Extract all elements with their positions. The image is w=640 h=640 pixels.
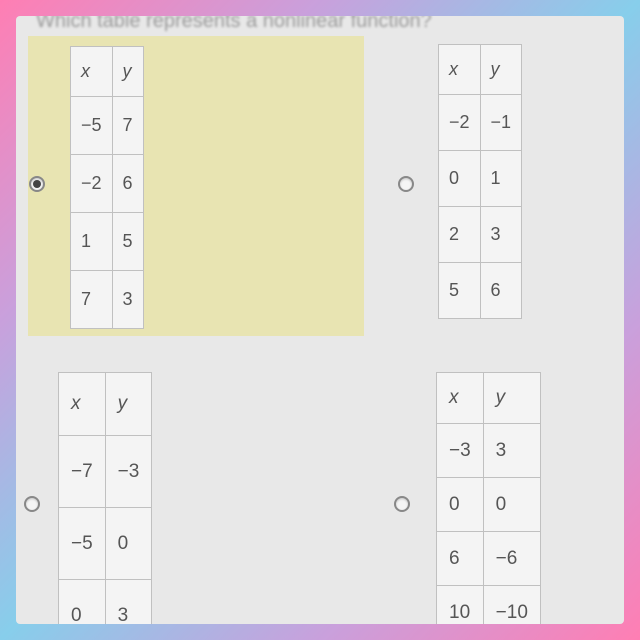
- table-header: x: [439, 45, 481, 95]
- table-cell: −10: [483, 586, 540, 625]
- table-row: 56: [439, 263, 522, 319]
- radio-option-D[interactable]: [394, 496, 410, 512]
- table-header: x: [59, 373, 106, 436]
- table-cell: −5: [59, 508, 106, 580]
- function-table-B: xy−2−1012356: [438, 44, 522, 319]
- table-cell: 3: [480, 207, 522, 263]
- table-row: −7−3: [59, 436, 152, 508]
- radio-option-A[interactable]: [29, 176, 45, 192]
- table-cell: 5: [439, 263, 481, 319]
- table-cell: −2: [439, 95, 481, 151]
- table-cell: 1: [71, 213, 113, 271]
- table-row: −50: [59, 508, 152, 580]
- table-cell: 1: [480, 151, 522, 207]
- table-cell: 3: [483, 424, 540, 478]
- table-row: 23: [439, 207, 522, 263]
- table-row: −33: [437, 424, 541, 478]
- table-cell: 0: [105, 508, 152, 580]
- table-cell: 0: [437, 478, 484, 532]
- table-cell: 6: [112, 155, 143, 213]
- quiz-inner: Which table represents a nonlinear funct…: [16, 16, 624, 624]
- table-row: 00: [437, 478, 541, 532]
- table-row: −26: [71, 155, 144, 213]
- table-header: y: [480, 45, 522, 95]
- question-text: Which table represents a nonlinear funct…: [36, 16, 432, 33]
- table-row: 15: [71, 213, 144, 271]
- radio-option-C[interactable]: [24, 496, 40, 512]
- table-row: 73: [71, 271, 144, 329]
- table-cell: −1: [480, 95, 522, 151]
- function-table-D: xy−33006−610−10: [436, 372, 541, 624]
- table-cell: 7: [112, 97, 143, 155]
- table-row: −2−1: [439, 95, 522, 151]
- table-cell: 10: [437, 586, 484, 625]
- table-header: x: [437, 373, 484, 424]
- table-cell: −2: [71, 155, 113, 213]
- table-cell: 6: [437, 532, 484, 586]
- table-cell: −5: [71, 97, 113, 155]
- radio-option-B[interactable]: [398, 176, 414, 192]
- table-header: y: [112, 47, 143, 97]
- function-table-C: xy−7−3−5003: [58, 372, 152, 624]
- table-cell: 6: [480, 263, 522, 319]
- table-row: 6−6: [437, 532, 541, 586]
- table-row: 01: [439, 151, 522, 207]
- table-cell: 0: [483, 478, 540, 532]
- function-table-A: xy−57−261573: [70, 46, 144, 329]
- table-cell: 3: [105, 580, 152, 625]
- table-cell: 0: [59, 580, 106, 625]
- table-cell: 2: [439, 207, 481, 263]
- table-row: 03: [59, 580, 152, 625]
- table-cell: −6: [483, 532, 540, 586]
- table-header: y: [105, 373, 152, 436]
- table-cell: −3: [105, 436, 152, 508]
- table-row: 10−10: [437, 586, 541, 625]
- table-header: y: [483, 373, 540, 424]
- table-header: x: [71, 47, 113, 97]
- table-cell: −3: [437, 424, 484, 478]
- table-cell: 3: [112, 271, 143, 329]
- table-cell: 7: [71, 271, 113, 329]
- table-cell: −7: [59, 436, 106, 508]
- table-cell: 0: [439, 151, 481, 207]
- table-row: −57: [71, 97, 144, 155]
- table-cell: 5: [112, 213, 143, 271]
